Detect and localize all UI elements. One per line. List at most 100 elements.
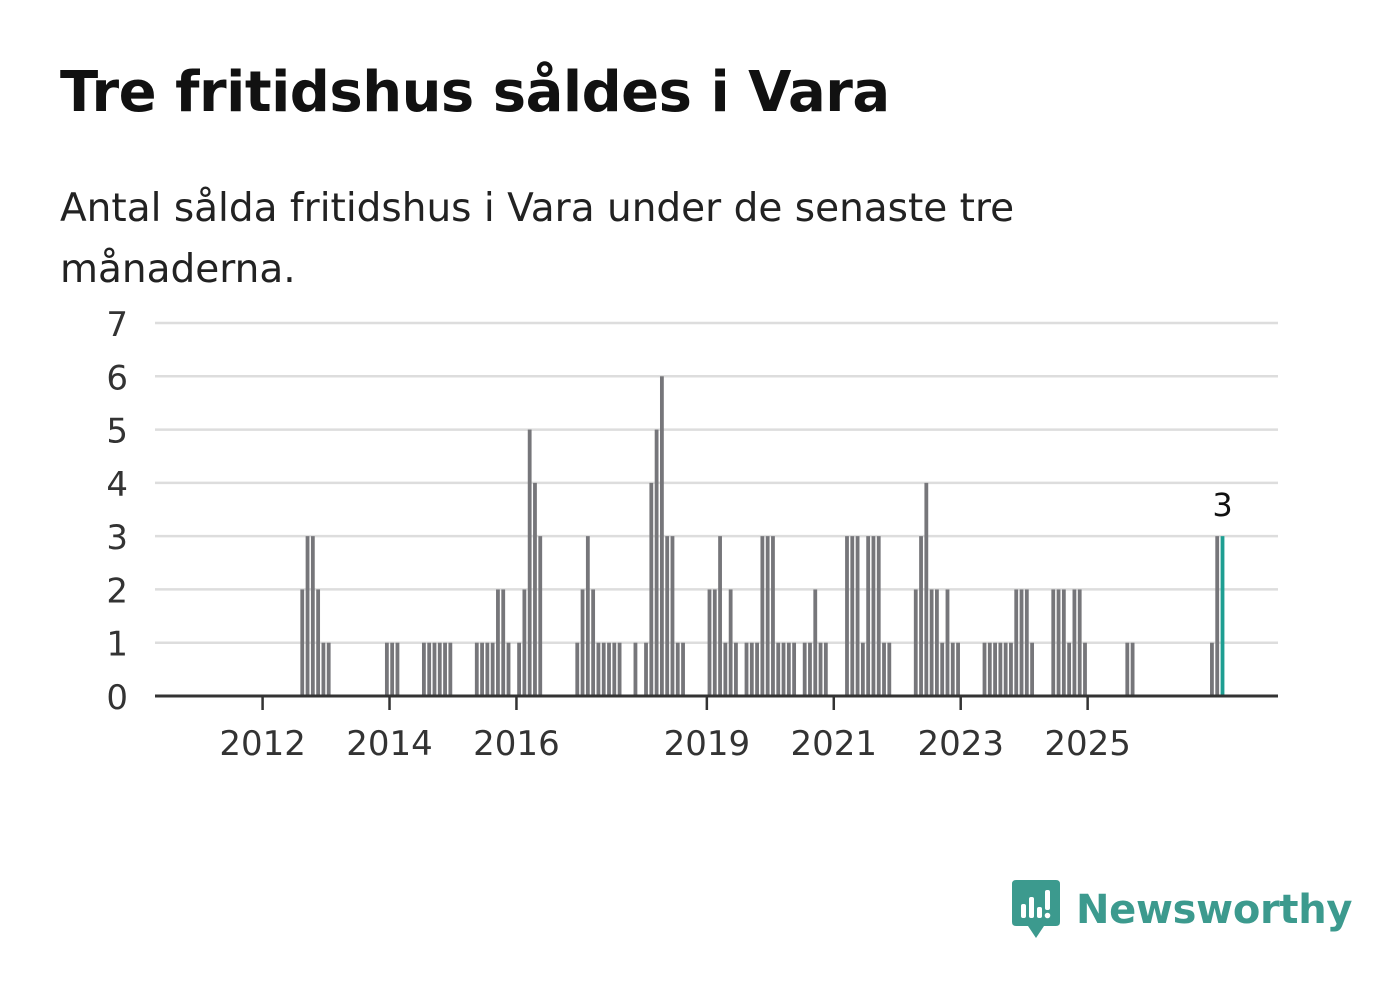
bar <box>734 642 738 696</box>
bar <box>575 642 580 696</box>
bar <box>1215 536 1220 696</box>
bar <box>527 429 532 696</box>
bar <box>1009 642 1013 696</box>
bar <box>707 589 712 696</box>
y-tick-label: 5 <box>106 412 128 452</box>
bar <box>607 642 611 696</box>
x-tick-label: 2023 <box>917 724 1004 764</box>
bar <box>1210 642 1214 696</box>
bar <box>1061 589 1066 696</box>
bar <box>522 589 527 696</box>
x-axis-tick-labels: 2012 2014 2016 2019 2021 2023 2025 <box>219 724 1131 764</box>
bar <box>987 642 992 696</box>
bar <box>818 642 823 696</box>
y-tick-label: 2 <box>106 571 128 611</box>
bar <box>1077 589 1082 696</box>
bar <box>681 642 685 696</box>
bar <box>712 589 717 696</box>
bar <box>326 642 331 696</box>
bar <box>659 376 664 696</box>
bar <box>982 642 987 696</box>
bar <box>771 536 775 696</box>
bar <box>448 642 453 696</box>
bar <box>432 642 437 696</box>
newsworthy-logo-icon <box>1012 880 1060 938</box>
bar <box>882 642 886 696</box>
bar <box>919 536 923 696</box>
bar <box>786 642 791 696</box>
bar <box>1056 589 1061 696</box>
bar <box>310 536 315 696</box>
bar <box>871 536 876 696</box>
bar <box>1125 642 1130 696</box>
bar <box>860 642 865 696</box>
bar <box>945 589 950 696</box>
bar <box>1003 642 1008 696</box>
bar <box>538 536 543 696</box>
bar <box>670 536 675 696</box>
bar <box>749 642 754 696</box>
bar <box>443 642 447 696</box>
bar <box>496 589 500 696</box>
bar <box>823 642 828 696</box>
bar <box>808 642 812 696</box>
bar <box>929 589 934 696</box>
bar <box>633 642 638 696</box>
bar <box>421 642 426 696</box>
bar <box>813 589 818 696</box>
y-tick-label: 3 <box>106 518 128 558</box>
bar <box>876 536 881 696</box>
y-axis-tick-labels: 0 1 2 3 4 5 6 7 <box>106 305 128 718</box>
bar <box>321 642 326 696</box>
y-tick-label: 0 <box>106 678 128 718</box>
bar <box>305 536 310 696</box>
bars <box>300 376 1225 696</box>
bar <box>1083 642 1087 696</box>
bar <box>427 642 432 696</box>
bar <box>855 536 860 696</box>
bar <box>760 536 765 696</box>
bar <box>485 642 490 696</box>
bar <box>1024 589 1029 696</box>
bar <box>474 642 479 696</box>
bar <box>950 642 955 696</box>
chart-title: Tre fritidshus såldes i Vara <box>60 60 890 125</box>
brand-logo: Newsworthy <box>1010 878 1353 942</box>
y-tick-label: 6 <box>106 358 128 398</box>
bar <box>601 642 606 696</box>
bar <box>802 642 807 696</box>
y-tick-label: 1 <box>106 625 128 665</box>
bar <box>935 589 939 696</box>
bar <box>765 536 770 696</box>
bar <box>316 589 321 696</box>
bar <box>533 482 537 696</box>
x-tick-label: 2016 <box>473 724 560 764</box>
y-tick-label: 4 <box>106 465 128 505</box>
x-tick-label: 2019 <box>664 724 751 764</box>
bar <box>300 589 305 696</box>
data-label-latest: 3 <box>1212 486 1232 524</box>
bar <box>580 589 585 696</box>
bar <box>728 589 733 696</box>
bar <box>866 536 871 696</box>
brand-name: Newsworthy <box>1076 887 1353 933</box>
bar <box>792 642 797 696</box>
bar <box>480 642 484 696</box>
bar <box>887 642 892 696</box>
bar <box>649 482 654 696</box>
x-tick-label: 2021 <box>791 724 878 764</box>
data-labels: 3 <box>1212 486 1232 524</box>
x-axis <box>155 694 1278 710</box>
bar <box>395 642 400 696</box>
bar <box>390 642 395 696</box>
bar <box>384 642 389 696</box>
bar <box>437 642 442 696</box>
bar <box>1014 589 1019 696</box>
bar <box>1030 642 1035 696</box>
bar <box>1019 589 1024 696</box>
bar <box>913 589 918 696</box>
bar <box>1051 589 1056 696</box>
bar-highlight <box>1220 536 1225 696</box>
bar <box>585 536 590 696</box>
bar <box>501 589 506 696</box>
